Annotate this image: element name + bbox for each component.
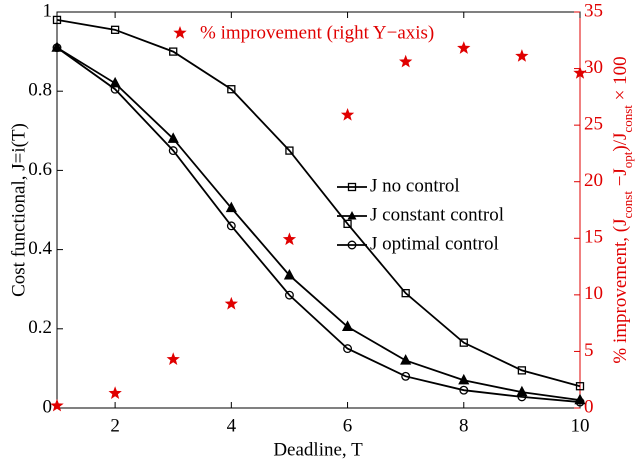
- x-axis-label: Deadline, T: [273, 439, 363, 460]
- marker-square: [110, 25, 120, 34]
- marker-circle: [575, 397, 585, 407]
- x-tick-label: 8: [459, 415, 469, 436]
- marker-circle: [52, 43, 62, 53]
- y2-tick-label: 15: [584, 227, 603, 248]
- y2-tick-label: 0: [584, 396, 594, 417]
- y2-tick-label: 35: [584, 0, 603, 21]
- y2-tick-label: 10: [584, 283, 603, 304]
- y2-label-part: −J: [610, 168, 631, 191]
- marker-circle: [343, 344, 353, 354]
- marker-square: [52, 15, 62, 25]
- marker-circle: [459, 385, 469, 395]
- marker-star: [340, 108, 355, 121]
- legend-label: J optimal control: [370, 233, 499, 254]
- marker-circle: [517, 392, 527, 402]
- marker-triangle: [341, 320, 354, 331]
- y2-label-part: × 100: [610, 56, 631, 105]
- y-axis-label: Cost functional, J=i(T): [8, 123, 29, 297]
- series-line: [56, 19, 581, 388]
- legend-label: % improvement (right Y−axis): [200, 22, 434, 43]
- marker-triangle: [400, 354, 412, 365]
- y-tick-label: 1: [43, 0, 53, 21]
- marker-circle: [401, 371, 411, 381]
- y-tick-label: 0.6: [28, 159, 52, 180]
- marker-square: [169, 47, 178, 56]
- y2-tick-label: 25: [584, 114, 603, 135]
- marker-star: [50, 398, 64, 412]
- series-line: [56, 46, 581, 401]
- marker-star: [224, 296, 238, 310]
- legend-label: J constant control: [370, 204, 504, 225]
- y2-label-part: const: [620, 105, 635, 133]
- y-tick-label: 0.4: [28, 238, 52, 259]
- marker-circle: [168, 146, 178, 156]
- y2-label-part: % improvement, (J: [610, 219, 631, 364]
- marker-square: [285, 146, 294, 155]
- marker-triangle: [109, 76, 121, 88]
- marker-circle: [284, 290, 294, 300]
- marker-star: [399, 54, 413, 68]
- y-tick-label: 0: [43, 396, 53, 417]
- marker-star: [573, 66, 587, 79]
- marker-star: [108, 386, 122, 399]
- legend-label: J no control: [370, 175, 460, 196]
- marker-square: [401, 289, 410, 298]
- marker-square: [517, 366, 527, 375]
- y2-label-part: opt: [620, 151, 635, 168]
- x-tick-label: 10: [571, 415, 590, 436]
- y2-axis-label: % improvement, (Jconst −Jopt)/Jconst × 1…: [610, 56, 635, 363]
- y2-tick-label: 5: [584, 340, 594, 361]
- marker-star: [515, 49, 529, 62]
- x-tick-label: 2: [110, 415, 120, 436]
- marker-square: [459, 338, 468, 347]
- y2-label-part: )/J: [610, 133, 631, 152]
- marker-circle: [226, 221, 236, 231]
- marker-square: [575, 382, 585, 391]
- y2-tick-label: 20: [584, 170, 603, 191]
- marker-star: [166, 352, 180, 365]
- marker-square: [227, 85, 236, 94]
- legend-marker: [347, 182, 357, 192]
- marker-star: [457, 41, 471, 54]
- y-tick-label: 0.8: [28, 80, 52, 101]
- x-tick-label: 4: [227, 415, 237, 436]
- series-line: [56, 46, 581, 403]
- marker-triangle: [458, 373, 470, 385]
- x-tick-label: 6: [343, 415, 353, 436]
- y2-label-part: const: [620, 191, 635, 219]
- legend-marker: [347, 240, 357, 250]
- marker-triangle: [283, 268, 296, 280]
- legend-marker: [347, 211, 357, 220]
- marker-square: [343, 219, 352, 229]
- y-tick-label: 0.2: [28, 317, 52, 338]
- marker-triangle: [225, 201, 237, 213]
- marker-circle: [110, 84, 120, 94]
- marker-triangle: [167, 132, 179, 143]
- y2-tick-label: 30: [584, 57, 603, 78]
- marker-star: [282, 232, 297, 246]
- legend-marker: [173, 26, 187, 39]
